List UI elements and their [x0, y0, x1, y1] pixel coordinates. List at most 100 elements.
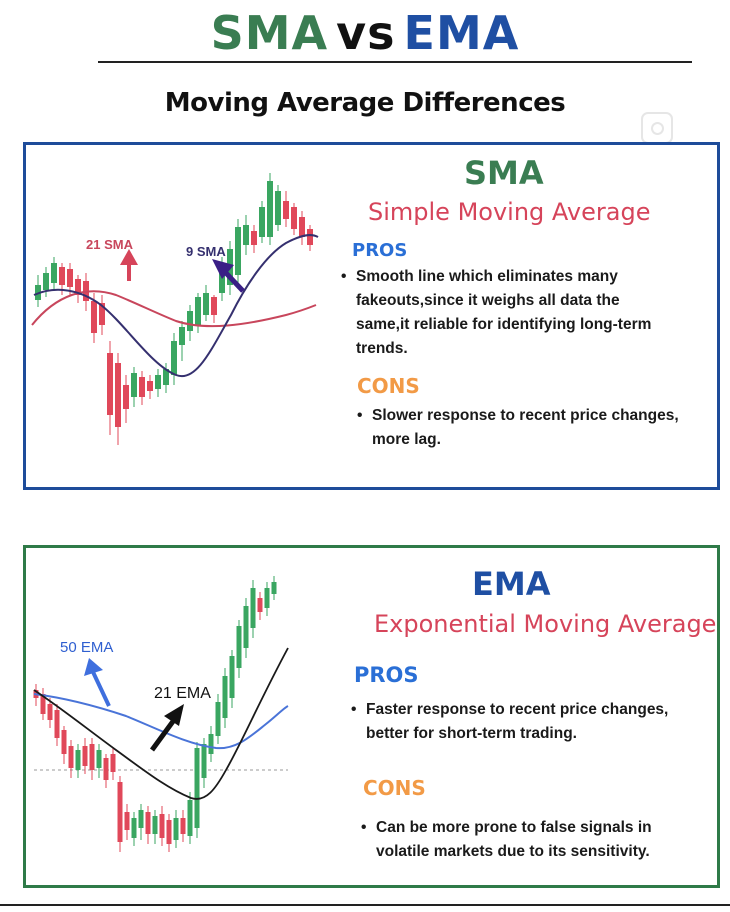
candle-body: [91, 301, 97, 333]
candle-body: [171, 341, 177, 375]
candle-body: [299, 217, 305, 237]
candle-body: [163, 369, 169, 385]
candle-body: [259, 207, 265, 237]
bullet-icon: •: [357, 407, 363, 424]
candle-body: [155, 375, 161, 389]
sma-9-line: [33, 234, 319, 378]
ema-cons-text: • Can be more prone to false signals in …: [361, 816, 652, 864]
candle-body: [96, 750, 102, 768]
candle-body: [68, 746, 74, 768]
title-ema: EMA: [403, 6, 520, 60]
candle-body: [75, 279, 81, 295]
candle-body: [187, 311, 193, 331]
candle-body: [138, 810, 144, 828]
candle-body: [152, 816, 158, 834]
candle-body: [99, 303, 105, 325]
candle-body: [166, 820, 172, 844]
candle-body: [75, 750, 81, 770]
sma-pros-line: same,it reliable for identifying long-te…: [356, 316, 652, 333]
candle-body: [235, 227, 241, 275]
candle-body: [131, 818, 137, 838]
candle-body: [283, 201, 289, 219]
title-vs: vs: [336, 6, 396, 60]
ema-chart: 50 EMA 21 EMA: [33, 576, 289, 852]
sma-21-label: 21 SMA: [86, 237, 134, 252]
candle-body: [103, 758, 109, 780]
candle-body: [211, 297, 217, 315]
candle-body: [187, 800, 193, 836]
candle-body: [173, 818, 179, 840]
candle-body: [124, 812, 130, 830]
candle-body: [229, 656, 235, 698]
candle-body: [243, 225, 249, 245]
sma-cons-line: Slower response to recent price changes,: [372, 407, 679, 424]
ema-cons-label: CONS: [363, 776, 426, 800]
ema-heading: EMA: [472, 565, 551, 603]
candle-body: [291, 207, 297, 229]
candle-body: [307, 229, 313, 245]
title-sma: SMA: [210, 6, 329, 60]
sma-subheading: Simple Moving Average: [368, 198, 651, 226]
candle-body: [147, 381, 153, 391]
sma-pros-line: fakeouts,since it weighs all data the: [356, 292, 620, 309]
candle-body: [179, 327, 185, 345]
bullet-icon: •: [361, 819, 367, 836]
candle-body: [67, 269, 73, 287]
sma-21-arrow: [120, 249, 138, 281]
sma-pros-line: Smooth line which eliminates many: [356, 268, 618, 285]
candle-body: [89, 744, 95, 770]
candle-body: [145, 812, 151, 834]
sma-cons-text: • Slower response to recent price change…: [357, 404, 679, 452]
candle-body: [59, 267, 65, 285]
candle-body: [61, 730, 67, 754]
ema-21-arrow: [149, 704, 184, 752]
candle-body: [115, 363, 121, 427]
candle-body: [194, 748, 200, 828]
ema-21-label: 21 EMA: [154, 685, 211, 702]
candle-body: [131, 373, 137, 397]
candle-body: [267, 181, 273, 237]
sma-21-line: [31, 290, 317, 328]
sma-cons-line: more lag.: [372, 431, 441, 448]
sma-candles: [35, 173, 313, 445]
sma-chart: 21 SMA 9 SMA: [31, 173, 319, 445]
sma-9-arrow: [212, 259, 245, 293]
candle-body: [139, 377, 145, 397]
candle-body: [243, 606, 249, 648]
page-subtitle: Moving Average Differences: [164, 88, 566, 118]
title-divider: [98, 61, 692, 63]
candle-body: [54, 710, 60, 738]
ema-pros-line: Faster response to recent price changes,: [366, 701, 669, 718]
ema-candles: [33, 576, 277, 852]
camera-icon: [641, 112, 673, 144]
sma-pros-line: trends.: [356, 340, 408, 357]
ema-panel: 50 EMA 21 EMA EMA Exponential Moving Ave…: [23, 545, 720, 888]
candle-body: [117, 782, 123, 842]
candle-body: [40, 694, 46, 714]
candle-body: [275, 191, 281, 225]
sma-panel: 21 SMA 9 SMA SMA Simple Moving Average P…: [23, 142, 720, 490]
bullet-icon: •: [341, 268, 347, 285]
candle-body: [208, 734, 214, 754]
candle-body: [251, 231, 257, 245]
candle-body: [264, 588, 270, 608]
candle-body: [159, 814, 165, 838]
candle-body: [250, 588, 256, 628]
ema-pros-text: • Faster response to recent price change…: [351, 698, 669, 746]
ema-50-arrow: [84, 658, 111, 707]
candle-body: [110, 754, 116, 772]
page-title: SMA vs EMA: [0, 6, 730, 60]
candle-body: [180, 818, 186, 834]
candle-body: [123, 385, 129, 409]
candle-body: [51, 263, 57, 283]
candle-body: [107, 353, 113, 415]
candle-body: [215, 702, 221, 736]
candle-body: [201, 744, 207, 778]
candle-body: [82, 746, 88, 766]
sma-pros-label: PROS: [352, 240, 408, 261]
bottom-divider: [0, 904, 730, 906]
ema-50-line: [33, 693, 289, 750]
ema-pros-label: PROS: [354, 663, 419, 687]
ema-subheading: Exponential Moving Average: [374, 610, 717, 638]
ema-cons-line: Can be more prone to false signals in: [376, 819, 652, 836]
